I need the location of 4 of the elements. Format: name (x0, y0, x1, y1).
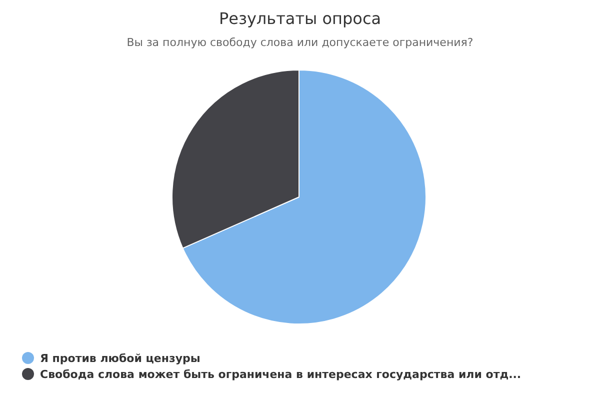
legend-label: Свобода слова может быть ограничена в интересах государства или отд... (40, 368, 522, 381)
chart-subtitle: Вы за полную свободу слова или допускаете ограничения? (126, 36, 474, 49)
chart-title: Результаты опроса (218, 9, 382, 28)
legend-label: Я против любой цензуры (40, 352, 200, 365)
